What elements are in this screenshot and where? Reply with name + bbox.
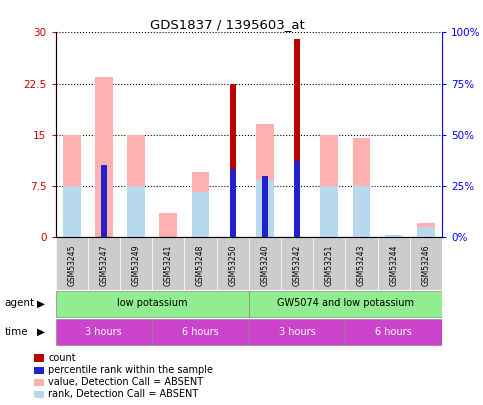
Text: GSM53244: GSM53244 bbox=[389, 245, 398, 286]
Bar bbox=[230, 83, 236, 237]
Bar bbox=[320, 186, 338, 237]
Bar bbox=[256, 124, 274, 237]
Text: ▶: ▶ bbox=[37, 298, 45, 308]
Text: agent: agent bbox=[5, 298, 35, 308]
Text: count: count bbox=[48, 353, 76, 363]
Bar bbox=[378, 237, 410, 290]
Text: 6 hours: 6 hours bbox=[182, 326, 219, 337]
Bar bbox=[345, 237, 378, 290]
Bar bbox=[88, 237, 120, 290]
Bar bbox=[152, 319, 249, 345]
Bar bbox=[230, 169, 236, 237]
Bar bbox=[353, 138, 370, 237]
Bar bbox=[101, 165, 107, 237]
Text: percentile rank within the sample: percentile rank within the sample bbox=[48, 365, 213, 375]
Bar bbox=[249, 319, 345, 345]
Bar bbox=[313, 237, 345, 290]
Text: GSM53248: GSM53248 bbox=[196, 245, 205, 286]
Bar bbox=[249, 237, 281, 290]
Bar bbox=[216, 237, 249, 290]
Bar bbox=[385, 235, 402, 237]
Text: 6 hours: 6 hours bbox=[375, 326, 412, 337]
Bar bbox=[281, 237, 313, 290]
Text: GSM53242: GSM53242 bbox=[293, 245, 301, 286]
Text: GSM53246: GSM53246 bbox=[421, 245, 430, 286]
Bar bbox=[152, 237, 185, 290]
Bar bbox=[417, 223, 435, 237]
Text: GSM53241: GSM53241 bbox=[164, 245, 173, 286]
Bar bbox=[385, 235, 402, 237]
Text: GSM53247: GSM53247 bbox=[99, 245, 108, 286]
Bar bbox=[127, 134, 145, 237]
Text: 3 hours: 3 hours bbox=[85, 326, 122, 337]
Bar bbox=[294, 161, 300, 237]
Bar bbox=[63, 186, 81, 237]
Text: value, Detection Call = ABSENT: value, Detection Call = ABSENT bbox=[48, 377, 203, 387]
Text: GSM53243: GSM53243 bbox=[357, 245, 366, 286]
Bar bbox=[185, 237, 216, 290]
Text: GSM53251: GSM53251 bbox=[325, 245, 334, 286]
Bar bbox=[56, 291, 249, 317]
Bar bbox=[127, 186, 145, 237]
Text: GSM53250: GSM53250 bbox=[228, 245, 237, 286]
Bar bbox=[192, 192, 209, 237]
Text: 3 hours: 3 hours bbox=[279, 326, 315, 337]
Text: ▶: ▶ bbox=[37, 327, 45, 337]
Bar bbox=[56, 319, 152, 345]
Text: GSM53240: GSM53240 bbox=[260, 245, 270, 286]
Bar bbox=[262, 176, 268, 237]
Bar bbox=[256, 180, 274, 237]
Bar bbox=[120, 237, 152, 290]
Text: GDS1837 / 1395603_at: GDS1837 / 1395603_at bbox=[150, 18, 304, 31]
Bar bbox=[63, 134, 81, 237]
Bar bbox=[192, 172, 209, 237]
Bar bbox=[159, 213, 177, 237]
Text: time: time bbox=[5, 327, 28, 337]
Bar bbox=[353, 186, 370, 237]
Bar bbox=[320, 134, 338, 237]
Text: GSM53245: GSM53245 bbox=[67, 245, 76, 286]
Bar bbox=[410, 237, 442, 290]
Bar bbox=[56, 237, 88, 290]
Text: rank, Detection Call = ABSENT: rank, Detection Call = ABSENT bbox=[48, 390, 199, 399]
Bar bbox=[417, 227, 435, 237]
Bar bbox=[294, 39, 300, 237]
Text: GW5074 and low potassium: GW5074 and low potassium bbox=[277, 298, 414, 308]
Bar bbox=[345, 319, 442, 345]
Bar bbox=[95, 77, 113, 237]
Text: GSM53249: GSM53249 bbox=[131, 245, 141, 286]
Text: low potassium: low potassium bbox=[117, 298, 187, 308]
Bar bbox=[249, 291, 442, 317]
